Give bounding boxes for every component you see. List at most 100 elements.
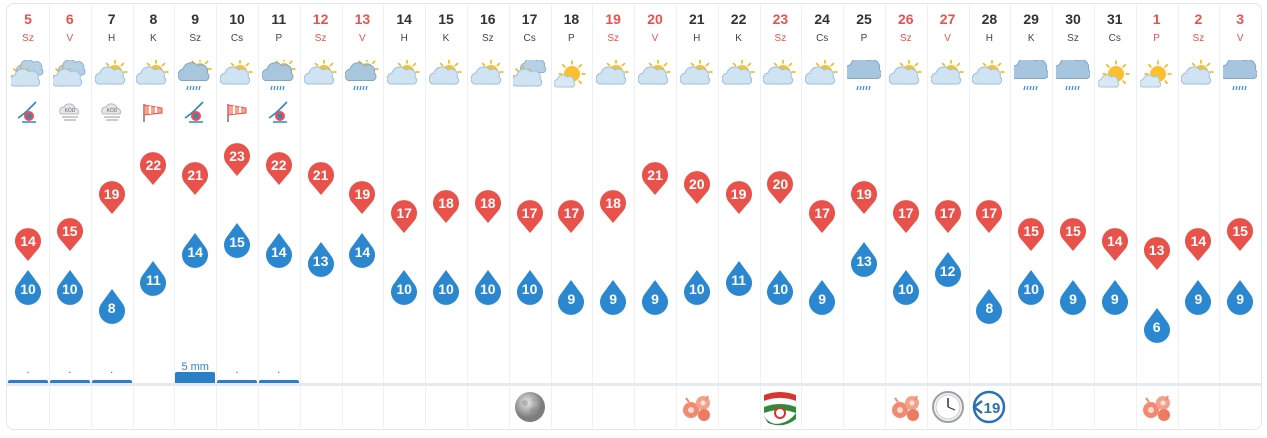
rain-bar <box>217 380 257 383</box>
day-number: 25 <box>856 11 872 27</box>
day-column[interactable]: 22 K 19 11 <box>718 4 761 429</box>
day-column[interactable]: 24 Cs 17 9 <box>801 4 845 429</box>
min-temp-marker: 10 <box>1017 269 1045 306</box>
day-column[interactable]: 29 K 15 10 <box>1010 4 1054 429</box>
day-column[interactable]: 1 P 13 6 <box>1136 4 1179 429</box>
max-temp-marker: 17 <box>808 198 836 234</box>
day-column[interactable]: 26 Sz 17 10 <box>885 4 928 429</box>
sun-cloud-icon <box>428 59 463 94</box>
day-column[interactable]: 23 Sz 20 10 <box>759 4 803 429</box>
day-of-week: Sz <box>774 33 787 44</box>
name-day-flowers-icon[interactable] <box>889 390 923 424</box>
hungarian-flag-icon[interactable] <box>760 387 800 427</box>
day-number: 11 <box>271 11 287 27</box>
day-of-week: Sz <box>314 33 327 44</box>
day-column[interactable]: 20 V 21 9 <box>634 4 677 429</box>
day-number: 5 <box>24 11 32 27</box>
sun-cloud-icon <box>386 59 421 94</box>
day-column[interactable]: 28 H 17 8 19 <box>968 4 1012 429</box>
min-temp-value: 13 <box>312 253 329 270</box>
day-number: 6 <box>65 11 74 27</box>
max-temp-value: 17 <box>898 204 914 221</box>
min-temp-value: 10 <box>480 281 496 298</box>
sun-cloud-icon <box>1181 59 1215 94</box>
day-column[interactable]: 13 V 19 14 <box>341 4 385 429</box>
day-column[interactable]: 31 Cs 14 9 <box>1094 4 1137 429</box>
day-number: 16 <box>480 11 496 27</box>
rain-amount: . <box>235 364 239 376</box>
sun-cloud-icon <box>679 59 714 94</box>
day-of-week: Sz <box>607 33 620 44</box>
day-column[interactable]: 21 H 20 10 <box>676 4 719 429</box>
day-column[interactable]: 6 V KÖD 15 10. <box>49 4 92 429</box>
rain-bar <box>8 380 48 383</box>
max-temp-value: 13 <box>1148 242 1165 259</box>
day-number: 9 <box>191 11 200 27</box>
min-temp-marker: 9 <box>1226 279 1254 315</box>
day-column[interactable]: 17 Cs 17 10 <box>509 4 552 429</box>
day-column[interactable]: 19 Sz 18 9 <box>592 4 636 429</box>
sun-cloud-icon <box>470 59 505 94</box>
sun-cloud-icon <box>136 59 170 94</box>
min-temp-value: 14 <box>271 243 287 260</box>
max-temp-value: 20 <box>772 176 789 193</box>
day-column[interactable]: 7 H KÖD 19 8. <box>91 4 134 429</box>
day-of-week: Sz <box>1067 33 1079 44</box>
day-column[interactable]: 16 Sz 18 10 <box>467 4 510 429</box>
cloudy-sun-icon <box>511 57 547 94</box>
min-temp-value: 9 <box>1236 290 1245 307</box>
day-column[interactable]: 27 V 17 12 <box>927 4 970 429</box>
day-column[interactable]: 14 H 17 10 <box>383 4 427 429</box>
day-column[interactable]: 25 P 19 13 <box>843 4 886 429</box>
min-temp-marker: 13 <box>307 241 335 278</box>
max-temp-value: 17 <box>981 204 998 221</box>
clock-change-icon[interactable] <box>931 390 965 424</box>
min-temp-value: 8 <box>107 300 116 317</box>
max-temp-value: 22 <box>271 157 287 174</box>
day-of-week: P <box>860 33 868 44</box>
rain-amount: . <box>277 364 281 376</box>
sun-cloud-icon <box>804 59 839 94</box>
min-temp-value: 10 <box>62 281 78 298</box>
day-of-week: K <box>442 33 450 44</box>
day-column[interactable]: 12 Sz 21 13 <box>300 4 343 429</box>
day-column[interactable]: 2 Sz 14 9 <box>1177 4 1221 429</box>
day-of-week: K <box>1027 33 1035 44</box>
drizzle-cloud-icon <box>1220 56 1258 94</box>
covid-19-icon[interactable]: 19 <box>972 390 1006 424</box>
min-temp-marker: 10 <box>766 269 794 306</box>
day-column[interactable]: 5 Sz 14 10. <box>7 4 50 429</box>
day-column[interactable]: 8 K 22 11 <box>132 4 176 429</box>
min-temp-marker: 9 <box>557 279 585 315</box>
name-day-flowers-icon[interactable] <box>680 390 714 424</box>
svg-text:KÖD: KÖD <box>106 107 117 114</box>
max-temp-marker: 14 <box>1101 226 1129 262</box>
sun-cloud-icon <box>595 59 630 94</box>
min-temp-marker: 10 <box>683 269 711 306</box>
min-temp-value: 9 <box>609 290 618 307</box>
max-temp-marker: 18 <box>474 188 502 224</box>
day-column[interactable]: 10 Cs 23 15. <box>216 4 259 429</box>
day-column[interactable]: 11 P 22 14. <box>258 4 301 429</box>
sun-cloud-icon <box>888 59 923 94</box>
min-temp-value: 9 <box>651 290 659 307</box>
full-moon-icon[interactable] <box>513 390 547 424</box>
day-of-week: Sz <box>22 33 34 44</box>
day-column[interactable]: 15 K 18 10 <box>425 4 468 429</box>
day-number: 7 <box>107 11 116 27</box>
max-temp-value: 20 <box>689 176 705 193</box>
sun-cloud-icon <box>930 59 965 94</box>
name-day-flowers-icon[interactable] <box>1140 390 1174 424</box>
windsock-icon <box>141 100 165 124</box>
day-number: 15 <box>438 11 454 27</box>
day-column[interactable]: 3 V 15 9 <box>1219 4 1261 429</box>
day-column[interactable]: 30 Sz 15 9 <box>1052 4 1095 429</box>
day-column[interactable]: 9 Sz 21 14 5 mm <box>174 4 218 429</box>
day-column[interactable]: 18 P 17 9 <box>550 4 594 429</box>
max-temp-marker: 18 <box>432 188 460 224</box>
max-temp-marker: 21 <box>181 160 209 196</box>
day-of-week: Sz <box>899 33 912 44</box>
min-temp-value: 14 <box>354 243 371 260</box>
max-temp-value: 23 <box>229 148 245 164</box>
min-temp-marker: 11 <box>139 260 167 296</box>
